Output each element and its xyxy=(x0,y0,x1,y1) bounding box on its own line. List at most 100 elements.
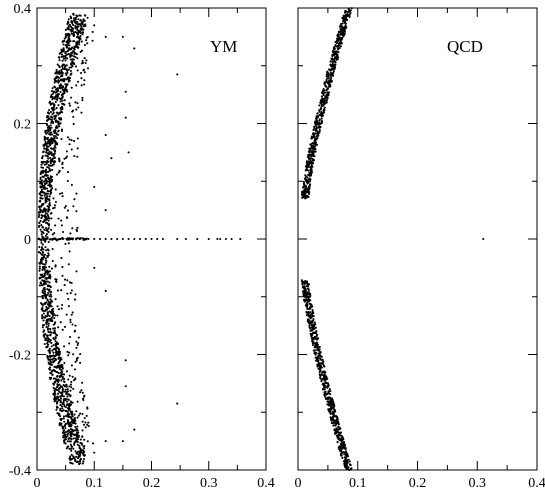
data-point xyxy=(311,154,314,157)
data-point xyxy=(58,360,61,363)
data-point xyxy=(350,467,353,470)
data-point xyxy=(311,157,314,160)
data-point xyxy=(316,345,319,348)
data-point xyxy=(61,88,64,92)
data-point xyxy=(312,338,315,341)
data-point xyxy=(325,79,328,82)
data-point xyxy=(52,155,55,158)
data-point xyxy=(328,84,331,87)
qcd-panel: 0 0.1 0.2 0.3 0.4 QCD xyxy=(295,7,545,491)
data-point xyxy=(63,425,66,428)
data-point xyxy=(345,463,348,466)
data-point xyxy=(334,66,337,69)
data-point xyxy=(42,319,45,322)
data-point xyxy=(338,44,341,47)
data-point xyxy=(48,265,51,268)
data-point xyxy=(323,395,326,398)
data-point xyxy=(76,29,79,32)
data-point xyxy=(50,212,53,215)
data-point xyxy=(67,298,70,301)
data-point xyxy=(306,307,309,310)
real-axis-point xyxy=(54,237,57,240)
data-point xyxy=(69,318,72,321)
data-point xyxy=(344,450,347,453)
data-point xyxy=(84,24,87,27)
data-point xyxy=(76,342,80,345)
data-point xyxy=(70,462,73,465)
data-point xyxy=(58,390,61,393)
real-axis-point xyxy=(184,237,187,241)
data-point xyxy=(326,87,329,90)
data-point xyxy=(51,319,54,322)
data-point xyxy=(42,291,45,295)
data-point xyxy=(81,381,84,384)
data-point xyxy=(312,128,315,131)
data-point xyxy=(327,72,330,76)
data-point xyxy=(59,423,62,426)
data-point xyxy=(66,22,69,25)
data-point xyxy=(66,419,70,422)
data-point xyxy=(79,412,82,415)
data-point xyxy=(306,190,309,193)
data-point xyxy=(60,405,64,408)
data-point xyxy=(326,398,329,401)
data-point xyxy=(311,343,315,347)
data-point xyxy=(55,94,58,97)
data-point xyxy=(60,68,63,72)
data-point xyxy=(74,324,77,327)
data-point xyxy=(67,18,70,21)
data-point xyxy=(46,340,49,343)
data-point xyxy=(45,295,48,298)
data-point xyxy=(68,250,71,253)
data-point xyxy=(46,141,49,144)
data-point xyxy=(54,188,57,191)
data-point xyxy=(53,139,56,142)
data-point xyxy=(76,69,79,72)
data-point xyxy=(336,33,340,36)
data-point xyxy=(53,398,56,401)
data-point xyxy=(48,338,51,341)
data-point xyxy=(70,96,73,99)
data-point xyxy=(86,423,89,426)
data-point xyxy=(308,147,311,150)
data-point xyxy=(67,408,70,411)
data-point xyxy=(81,435,84,438)
data-point xyxy=(332,47,335,50)
data-point xyxy=(46,273,49,276)
data-point xyxy=(52,137,55,140)
data-point xyxy=(66,390,69,393)
data-point xyxy=(51,98,54,101)
data-point xyxy=(45,315,49,318)
data-point xyxy=(311,320,314,323)
data-point xyxy=(47,215,50,218)
data-point xyxy=(47,152,51,155)
real-axis-point xyxy=(76,237,79,240)
data-point xyxy=(330,77,333,80)
data-point xyxy=(52,327,55,330)
data-point xyxy=(59,87,62,90)
qcd-panel-label: QCD xyxy=(447,37,483,56)
data-point xyxy=(344,452,348,455)
data-point xyxy=(306,163,309,166)
data-point xyxy=(60,366,63,369)
data-point xyxy=(104,35,107,38)
data-point xyxy=(52,386,55,389)
data-point xyxy=(305,186,308,189)
data-point xyxy=(66,279,69,282)
data-point xyxy=(133,47,136,50)
data-point xyxy=(309,316,313,319)
data-point xyxy=(38,222,41,225)
data-point xyxy=(76,40,79,43)
data-point xyxy=(302,183,305,186)
data-point xyxy=(66,179,69,183)
data-point xyxy=(63,79,66,82)
data-point xyxy=(307,165,310,169)
qcd-points xyxy=(300,7,485,472)
data-point xyxy=(46,136,50,139)
data-point xyxy=(58,354,61,357)
data-point xyxy=(48,117,51,120)
data-point xyxy=(347,455,350,458)
data-point xyxy=(69,15,72,18)
data-point xyxy=(47,322,50,325)
data-point xyxy=(317,359,320,362)
